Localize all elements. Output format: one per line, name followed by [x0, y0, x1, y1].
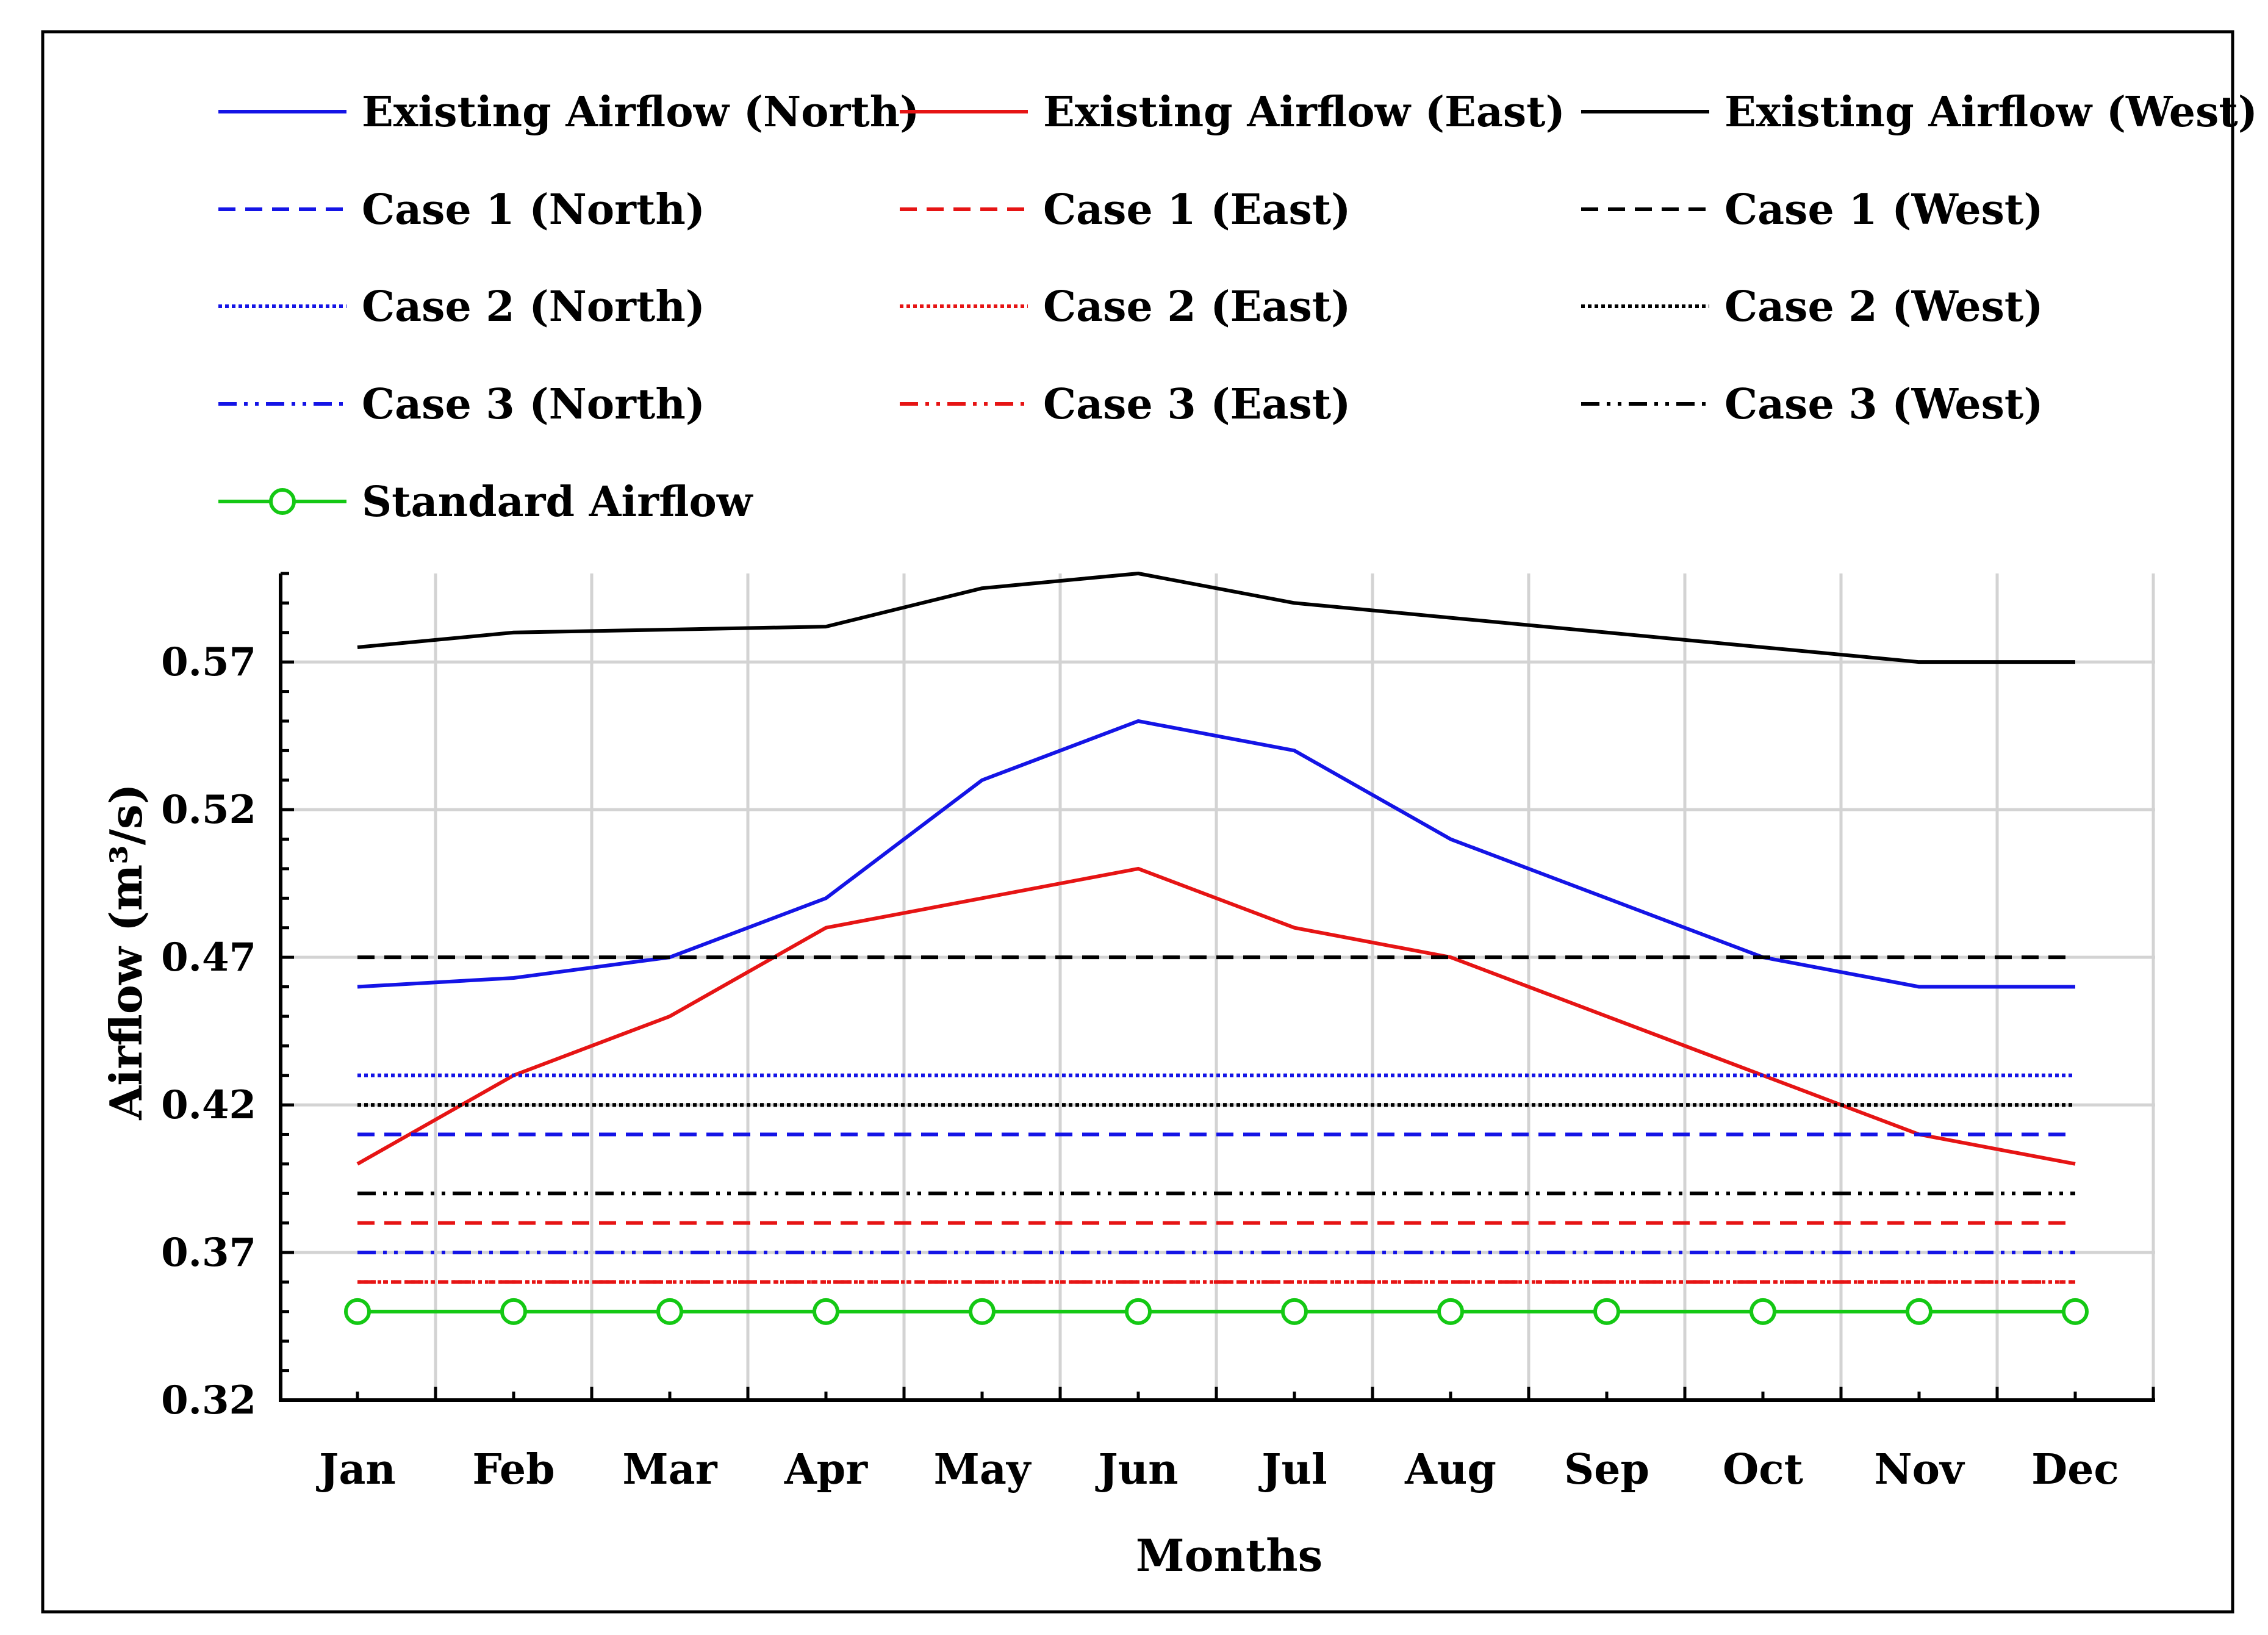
x-tick-label: Nov — [1874, 1445, 1965, 1494]
x-tick-label: Jun — [1095, 1445, 1178, 1494]
standard-airflow-marker — [1125, 1298, 1152, 1325]
y-tick-label: 0.42 — [161, 1082, 256, 1128]
legend-label-9: Case 3 (North) — [362, 380, 705, 429]
legend-label-1: Existing Airflow (East) — [1043, 88, 1565, 137]
y-tick-label: 0.57 — [161, 639, 256, 685]
legend-label-11: Case 3 (West) — [1724, 380, 2044, 429]
legend-label-3: Case 1 (North) — [362, 185, 705, 234]
legend-label-10: Case 3 (East) — [1043, 380, 1351, 429]
x-tick-label: Dec — [2031, 1445, 2119, 1494]
legend-label-6: Case 2 (North) — [362, 282, 705, 331]
legend-label-7: Case 2 (East) — [1043, 282, 1351, 331]
y-axis-label: Airflow (m³/s) — [100, 783, 152, 1120]
x-tick-label: Oct — [1723, 1445, 1804, 1494]
standard-airflow-marker — [656, 1298, 683, 1325]
series-line-1 — [356, 866, 2076, 1166]
x-tick-label: Sep — [1564, 1445, 1649, 1494]
standard-airflow-marker — [1906, 1298, 1932, 1325]
y-tick-label: 0.52 — [161, 787, 256, 833]
chart-frame — [41, 30, 2234, 1614]
standard-airflow-marker — [1749, 1298, 1776, 1325]
legend-label-12: Standard Airflow — [362, 478, 753, 526]
x-tick-label: Aug — [1404, 1445, 1496, 1494]
standard-airflow-marker — [344, 1298, 371, 1325]
x-tick-label: Mar — [622, 1445, 717, 1494]
legend-label-0: Existing Airflow (North) — [362, 88, 919, 137]
legend-label-4: Case 1 (East) — [1043, 185, 1351, 234]
standard-airflow-marker — [1281, 1298, 1308, 1325]
x-axis-label: Months — [1136, 1529, 1322, 1581]
legend-label-5: Case 1 (West) — [1724, 185, 2044, 234]
standard-airflow-marker — [813, 1298, 839, 1325]
series-line-2 — [357, 572, 2075, 664]
x-tick-label: Jul — [1258, 1445, 1327, 1494]
standard-airflow-marker — [1437, 1298, 1464, 1325]
x-tick-label: Feb — [472, 1445, 554, 1494]
y-tick-label: 0.37 — [161, 1230, 256, 1276]
series-lines — [344, 572, 2089, 1325]
axes: 0.32 0.37 0.42 0.47 0.52 0.57 Jan Feb Mar Apr May J… — [161, 572, 2155, 1494]
legend-label-8: Case 2 (West) — [1724, 282, 2044, 331]
y-tick-label: 0.32 — [161, 1378, 256, 1423]
standard-airflow-marker — [969, 1298, 996, 1325]
series-line-0 — [357, 719, 2075, 989]
legend: Existing Airflow (North) Existing Airflow… — [218, 88, 2258, 526]
standard-airflow-marker — [2062, 1298, 2089, 1325]
legend-marker — [269, 488, 296, 515]
standard-airflow-marker — [1593, 1298, 1620, 1325]
standard-airflow-marker — [500, 1298, 527, 1325]
legend-label-2: Existing Airflow (West) — [1724, 88, 2258, 137]
x-tick-label: May — [934, 1445, 1032, 1494]
x-tick-label: Jan — [316, 1445, 396, 1494]
x-tick-label: Apr — [784, 1445, 868, 1494]
y-tick-label: 0.47 — [161, 935, 256, 980]
